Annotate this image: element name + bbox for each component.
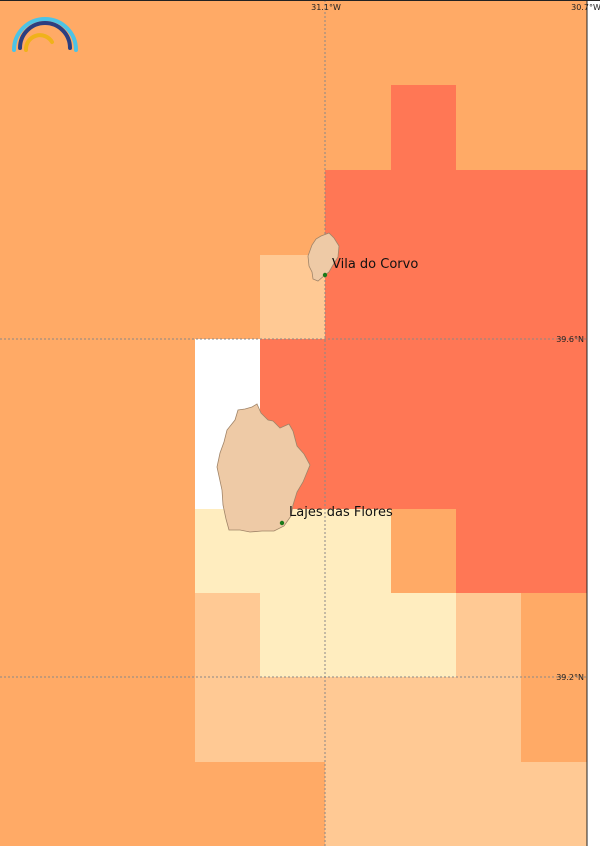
heatmap-cell bbox=[0, 170, 196, 256]
vila-do-corvo-marker bbox=[322, 272, 328, 278]
heatmap-cell bbox=[521, 85, 588, 171]
heatmap-cell bbox=[456, 509, 522, 594]
heatmap-cell bbox=[521, 0, 588, 86]
heatmap-cell bbox=[0, 339, 196, 425]
heatmap-cell bbox=[521, 255, 588, 340]
heatmap-cell bbox=[0, 85, 196, 171]
heatmap-cell bbox=[521, 170, 588, 256]
heatmap-cell bbox=[195, 85, 261, 171]
lat-tick-label: 39.6°N bbox=[556, 335, 584, 344]
heatmap-cell bbox=[456, 85, 522, 171]
heatmap-cell bbox=[391, 677, 457, 763]
heatmap-cell bbox=[456, 170, 522, 256]
heatmap-cell bbox=[0, 762, 196, 846]
heatmap-cell bbox=[325, 424, 392, 510]
heatmap-cell bbox=[456, 424, 522, 510]
heatmap-cell bbox=[325, 593, 392, 678]
heatmap-cell bbox=[0, 677, 196, 763]
heatmap-cell bbox=[391, 424, 457, 510]
heatmap-cell bbox=[391, 0, 457, 86]
heatmap-cell bbox=[521, 762, 588, 846]
heatmap-cell bbox=[195, 255, 261, 340]
heatmap-cell bbox=[456, 677, 522, 763]
heatmap-cell bbox=[260, 0, 326, 86]
heatmap-cell bbox=[0, 0, 196, 86]
heatmap-cell bbox=[521, 424, 588, 510]
heatmap-cell bbox=[325, 255, 392, 340]
heatmap-cell bbox=[391, 255, 457, 340]
heatmap-cell bbox=[456, 339, 522, 425]
lajes-das-flores-marker bbox=[279, 520, 285, 526]
heatmap-cell bbox=[0, 509, 196, 594]
heatmap-cell bbox=[195, 677, 261, 763]
lajes-das-flores-label: Lajes das Flores bbox=[289, 505, 393, 520]
heatmap-cell bbox=[521, 593, 588, 678]
lon-tick-label: 31.1°W bbox=[311, 3, 341, 12]
heatmap-cell bbox=[260, 85, 326, 171]
heatmap-cell bbox=[391, 170, 457, 256]
heatmap-cell bbox=[325, 85, 392, 171]
heatmap-cell bbox=[0, 255, 196, 340]
lat-tick-label: 39.2°N bbox=[556, 673, 584, 682]
heatmap-cell bbox=[391, 339, 457, 425]
heatmap-cell bbox=[391, 762, 457, 846]
heatmap-cell bbox=[521, 509, 588, 594]
heatmap-cell bbox=[325, 339, 392, 425]
heatmap-cell bbox=[195, 593, 261, 678]
lon-tick-label: 30.7°W bbox=[571, 3, 600, 12]
heatmap-cell bbox=[325, 509, 392, 594]
heatmap-cell bbox=[456, 593, 522, 678]
heatmap-cell bbox=[456, 0, 522, 86]
heatmap-cell bbox=[325, 0, 392, 86]
heatmap-cell bbox=[325, 677, 392, 763]
heatmap-cell bbox=[391, 509, 457, 594]
heatmap-cell bbox=[195, 762, 261, 846]
heatmap-cell bbox=[260, 677, 326, 763]
rainbow-arcs-logo bbox=[12, 17, 78, 52]
corvo-island bbox=[307, 232, 340, 282]
heatmap-cell bbox=[260, 593, 326, 678]
vila-do-corvo-label: Vila do Corvo bbox=[332, 257, 418, 272]
heatmap-cell bbox=[521, 677, 588, 763]
heatmap-cell bbox=[456, 762, 522, 846]
heatmap-cell bbox=[260, 762, 326, 846]
heatmap-cell bbox=[456, 255, 522, 340]
heatmap-cell bbox=[260, 339, 326, 425]
heatmap-cell bbox=[325, 762, 392, 846]
heatmap-cell bbox=[391, 593, 457, 678]
heatmap-cell bbox=[0, 424, 196, 510]
heatmap-cell bbox=[0, 593, 196, 678]
heatmap-cell bbox=[195, 0, 261, 86]
heatmap-cell bbox=[391, 85, 457, 171]
flores-island bbox=[216, 403, 311, 533]
heatmap-cell bbox=[195, 170, 261, 256]
heatmap-cell bbox=[521, 339, 588, 425]
